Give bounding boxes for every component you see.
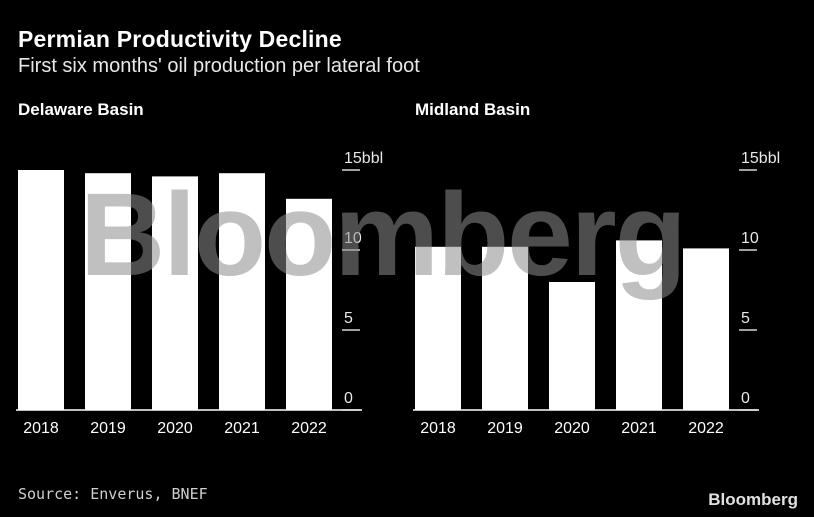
x-tick-label: 2021	[621, 420, 657, 437]
x-tick-label: 2021	[224, 420, 260, 437]
x-tick-label: 2019	[487, 420, 523, 437]
chart-subtitle: First six months' oil production per lat…	[18, 55, 420, 77]
panel-title-midland: Midland Basin	[415, 100, 531, 119]
x-tick-label: 2019	[90, 420, 126, 437]
bar-2021	[219, 173, 265, 410]
bar-2021	[616, 240, 662, 410]
bar-2019	[482, 246, 528, 410]
y-tick-label: 15bbl	[344, 150, 383, 167]
bar-2022	[683, 248, 729, 410]
x-tick-label: 2020	[157, 420, 193, 437]
x-tick-label: 2018	[420, 420, 456, 437]
y-tick-label: 5	[344, 310, 353, 327]
y-tick-label: 15bbl	[741, 150, 780, 167]
bar-2019	[85, 173, 131, 410]
y-tick-label: 0	[741, 390, 750, 407]
x-tick-label: 2020	[554, 420, 590, 437]
bar-2020	[152, 176, 198, 410]
bar-2018	[415, 246, 461, 410]
panel-title-delaware: Delaware Basin	[18, 100, 144, 119]
chart-title: Permian Productivity Decline	[18, 26, 342, 52]
x-tick-label: 2022	[291, 420, 327, 437]
x-tick-label: 2022	[688, 420, 724, 437]
y-tick-label: 0	[344, 390, 353, 407]
y-tick-label: 5	[741, 310, 750, 327]
y-tick-label: 10	[344, 230, 362, 247]
bar-2018	[18, 170, 64, 410]
x-tick-label: 2018	[23, 420, 59, 437]
bloomberg-logo: Bloomberg	[708, 490, 798, 509]
source-note: Source: Enverus, BNEF	[18, 485, 208, 503]
y-tick-label: 10	[741, 230, 759, 247]
bar-2020	[549, 282, 595, 410]
bar-2022	[286, 198, 332, 410]
